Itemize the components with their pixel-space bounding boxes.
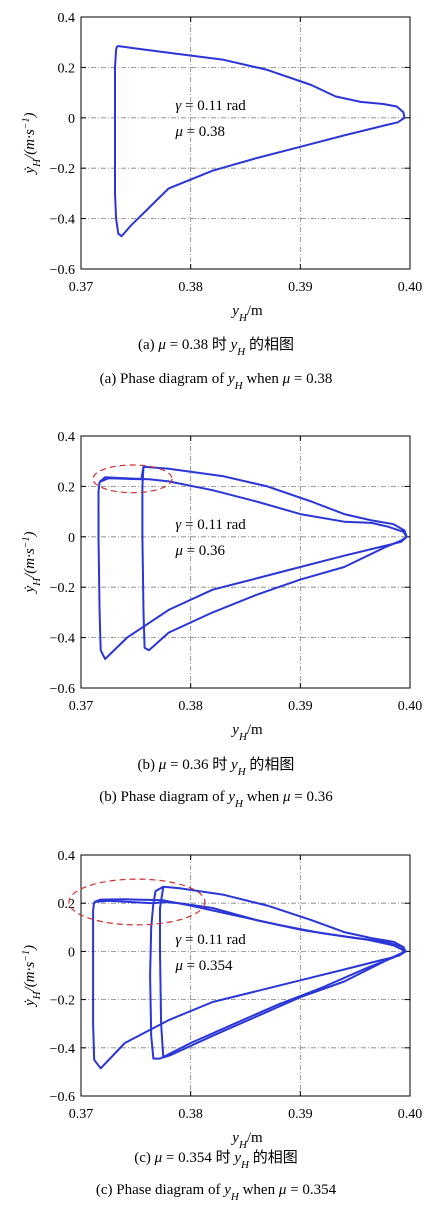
x-tick-label: 0.39 xyxy=(288,699,313,714)
x-tick-label: 0.37 xyxy=(69,1107,94,1122)
y-axis-label-group: ẏH/(m·s−1) xyxy=(21,945,44,1008)
x-tick-label: 0.40 xyxy=(398,699,423,714)
y-tick-label: −0.2 xyxy=(50,994,75,1009)
phase-trajectory xyxy=(114,45,406,238)
y-tick-label: −0.6 xyxy=(50,682,75,697)
caption-cn: (c) μ = 0.354 时 yH 的相图 xyxy=(134,1149,298,1171)
chart-b: 0.37 0.38 0.39 0.40 0.4 0.2 0 −0.2 −0.4 −0.6 γ = 0… xyxy=(21,430,423,810)
x-tick-label: 0.38 xyxy=(178,280,203,295)
caption-en: (b) Phase diagram of yH when μ = 0.36 xyxy=(99,789,333,810)
plot-frame xyxy=(80,854,411,1097)
x-tick-label: 0.38 xyxy=(178,699,203,714)
annotation-text: γ = 0.11 rad xyxy=(175,932,246,948)
annotation-text: μ = 0.36 xyxy=(174,543,225,559)
plot-frame xyxy=(80,16,411,270)
y-axis-label-group: ẏH/(m·s−1) xyxy=(21,532,44,595)
y-tick-label: 0.2 xyxy=(58,480,76,495)
y-tick-label: 0.2 xyxy=(58,61,76,76)
chart-a: 0.37 0.38 0.39 0.40 0.4 0.2 0 −0.2 −0.4 −0.6 γ = 0… xyxy=(21,11,423,392)
y-tick-label: −0.4 xyxy=(50,632,75,647)
y-tick-label: 0.2 xyxy=(58,897,76,912)
y-tick-label: 0 xyxy=(68,531,75,546)
x-axis-label: yH/m xyxy=(230,303,263,324)
y-tick-label: 0 xyxy=(68,112,75,127)
x-tick-label: 0.37 xyxy=(69,280,94,295)
caption-en: (a) Phase diagram of yH when μ = 0.38 xyxy=(100,371,333,392)
x-axis-label: yH/m xyxy=(230,722,263,743)
y-tick-label: −0.2 xyxy=(50,162,75,177)
y-axis-label: ẏH/(m·s−1) xyxy=(21,532,44,595)
x-tick-label: 0.37 xyxy=(69,699,94,714)
x-tick-label: 0.38 xyxy=(178,1107,203,1122)
x-axis-label: yH/m xyxy=(230,1130,263,1151)
phase-trajectory xyxy=(93,898,407,1060)
y-tick-label: −0.6 xyxy=(50,1090,75,1105)
highlight-ellipse xyxy=(92,464,173,494)
chart-c: 0.37 0.38 0.39 0.40 0.4 0.2 0 −0.2 −0.4 −0.6 γ = 0… xyxy=(21,849,423,1203)
x-tick-label: 0.39 xyxy=(288,1107,313,1122)
highlight-ellipse xyxy=(68,878,206,926)
phase-trajectory xyxy=(92,885,407,1070)
y-tick-label: −0.4 xyxy=(50,1042,75,1057)
y-axis-label: ẏH/(m·s−1) xyxy=(21,945,44,1008)
caption-cn: (a) μ = 0.38 时 yH 的相图 xyxy=(138,336,294,358)
y-tick-label: −0.4 xyxy=(50,213,75,228)
y-tick-label: 0.4 xyxy=(58,11,76,26)
annotation-text: μ = 0.38 xyxy=(174,124,225,140)
annotation-text: γ = 0.11 rad xyxy=(175,98,246,114)
annotation-text: μ = 0.354 xyxy=(174,958,233,974)
y-tick-label: 0.4 xyxy=(58,849,76,864)
plot-frame xyxy=(80,435,411,689)
y-tick-label: −0.6 xyxy=(50,263,75,278)
caption-cn: (b) μ = 0.36 时 yH 的相图 xyxy=(138,756,295,778)
annotation-text: γ = 0.11 rad xyxy=(175,517,246,533)
x-tick-label: 0.40 xyxy=(398,280,423,295)
y-axis-label-group: ẏH/(m·s−1) xyxy=(21,113,44,176)
y-tick-label: −0.2 xyxy=(50,581,75,596)
x-tick-label: 0.40 xyxy=(398,1107,423,1122)
y-axis-label: ẏH/(m·s−1) xyxy=(21,113,44,176)
phase-trajectory xyxy=(98,466,408,652)
y-tick-label: 0.4 xyxy=(58,430,76,445)
y-tick-label: 0 xyxy=(68,945,75,960)
caption-en: (c) Phase diagram of yH when μ = 0.354 xyxy=(96,1182,337,1203)
x-tick-label: 0.39 xyxy=(288,280,313,295)
